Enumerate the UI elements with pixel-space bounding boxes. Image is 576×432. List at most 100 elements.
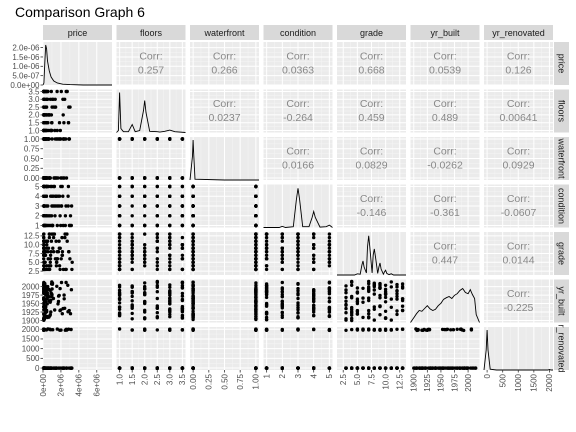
point: [191, 235, 195, 240]
point: [117, 184, 122, 189]
point: [63, 214, 68, 218]
points-waterfront-vs-price: [42, 137, 72, 180]
point: [400, 308, 405, 312]
point: [355, 308, 360, 313]
point: [143, 291, 147, 295]
x-tick-label-floors: 1.5: [128, 373, 137, 385]
point: [312, 243, 316, 247]
panel-1-0: [42, 89, 112, 133]
corr-label-3-5: Corr:: [433, 193, 456, 205]
point: [168, 267, 172, 272]
point: [378, 327, 382, 332]
point: [68, 257, 72, 261]
point: [143, 250, 147, 254]
y-tick-label-floors: 2.5: [28, 103, 40, 112]
point: [461, 366, 465, 370]
point: [155, 290, 159, 294]
point: [130, 194, 134, 198]
point: [155, 328, 159, 332]
point: [327, 310, 332, 314]
point: [264, 315, 269, 320]
point: [117, 327, 122, 331]
point: [60, 235, 64, 240]
point: [143, 366, 147, 370]
point: [191, 294, 195, 299]
point: [168, 232, 172, 236]
panel-0-4: [337, 42, 406, 86]
point: [280, 290, 284, 294]
point: [264, 289, 269, 293]
points-condition-vs-price: [42, 184, 74, 228]
x-tick-label-yr_renovated: 1000: [514, 373, 523, 391]
corr-label-0-4: Corr:: [360, 51, 383, 63]
point: [56, 366, 61, 370]
point: [47, 287, 51, 291]
point: [180, 184, 185, 189]
point: [458, 327, 463, 331]
point: [42, 253, 46, 257]
panel-3-1: [116, 184, 186, 228]
point: [312, 232, 316, 236]
panel-1-1: [116, 89, 186, 133]
points-yr_renovated-vs-yr_built: [412, 327, 478, 370]
panel-0-5: [410, 42, 480, 86]
point: [395, 327, 399, 331]
point: [62, 121, 66, 125]
strip-right-label-4: grade: [557, 242, 567, 265]
point: [49, 310, 53, 314]
point: [383, 309, 388, 313]
point: [254, 366, 258, 370]
point: [130, 317, 134, 321]
point: [168, 246, 172, 250]
point: [350, 307, 354, 312]
point: [42, 366, 46, 370]
point: [117, 137, 122, 141]
strip-top-6: [484, 25, 553, 40]
point: [155, 304, 159, 308]
corr-label-1-5: Corr:: [433, 98, 456, 110]
x-tick-label-yr_built: 1925: [423, 373, 432, 391]
point: [155, 176, 159, 180]
point: [143, 194, 147, 198]
point: [378, 282, 382, 286]
point: [51, 246, 55, 250]
point: [180, 243, 185, 247]
point: [117, 366, 122, 370]
panel-3-5: [410, 184, 480, 228]
point: [43, 184, 47, 189]
point: [62, 297, 66, 301]
point: [59, 223, 63, 228]
point: [389, 305, 393, 309]
point: [155, 306, 159, 310]
point: [191, 267, 195, 272]
point: [264, 250, 269, 254]
point: [70, 267, 74, 272]
point: [43, 311, 47, 315]
point: [280, 232, 284, 236]
point: [412, 366, 416, 370]
strip-right-label-6: r_renovated: [557, 324, 567, 372]
point: [344, 318, 348, 322]
point: [389, 366, 393, 370]
points-grade-vs-floors: [117, 232, 185, 272]
density-curve-waterfront: [189, 139, 259, 181]
point: [296, 311, 300, 315]
point: [254, 298, 258, 303]
points-condition-vs-waterfront: [191, 184, 258, 228]
point: [50, 204, 54, 208]
point: [254, 223, 258, 228]
point: [66, 184, 71, 189]
corr-label-0-3: Corr:: [286, 51, 309, 63]
corr-value-0-1: 0.257: [138, 65, 164, 77]
point: [59, 257, 63, 261]
point: [168, 214, 172, 218]
chart-title: Comparison Graph 6: [15, 4, 145, 20]
point: [280, 260, 284, 264]
point: [415, 328, 419, 333]
point: [42, 232, 46, 236]
point: [327, 307, 332, 311]
point: [264, 235, 269, 240]
point: [254, 239, 258, 243]
panel-0-2: [190, 42, 259, 86]
point: [117, 243, 122, 247]
